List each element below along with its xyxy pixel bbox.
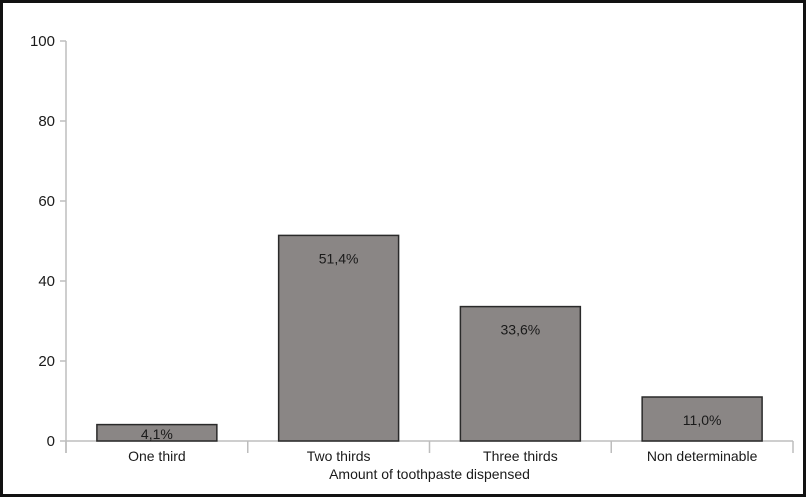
- x-tick-label: One third: [128, 448, 186, 464]
- bar-labels-group: 4,1% 51,4% 33,6% 11,0%: [141, 250, 722, 442]
- x-axis-title: Amount of toothpaste dispensed: [329, 466, 530, 482]
- y-tick-label: 40: [38, 273, 55, 290]
- bar-value-label: 4,1%: [141, 426, 173, 442]
- bars-group: [96, 234, 763, 442]
- bar: [641, 396, 763, 442]
- bar: [277, 234, 400, 442]
- y-tick-label: 20: [38, 353, 55, 370]
- bar-chart: 0 20 40 60 80 100 One third Two thirds Three th…: [30, 33, 794, 482]
- bar-value-label: 11,0%: [683, 412, 722, 428]
- y-tick-label: 100: [30, 33, 55, 50]
- y-axis: 0 20 40 60 80 100: [30, 33, 67, 453]
- y-tick-label: 60: [38, 193, 55, 210]
- x-tick-label: Three thirds: [483, 448, 558, 464]
- y-tick-label: 80: [38, 113, 55, 130]
- x-axis: One third Two thirds Three thirds Non deter…: [65, 440, 794, 464]
- bar-value-label: 51,4%: [319, 250, 359, 266]
- bar-value-label: 33,6%: [501, 322, 541, 338]
- x-tick-label: Non determinable: [647, 448, 758, 464]
- y-tick-label: 0: [47, 433, 55, 450]
- bar: [459, 305, 582, 442]
- bar: [96, 423, 218, 442]
- x-tick-label: Two thirds: [307, 448, 371, 464]
